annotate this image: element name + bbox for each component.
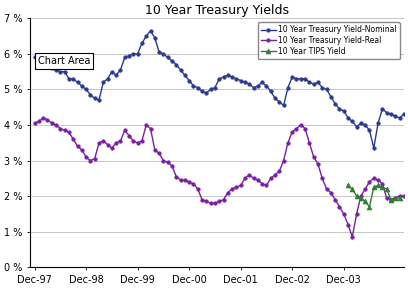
- 10 Year Treasury Yield-Real: [144, 123, 149, 127]
- 10 Year TIPS Yield: [346, 184, 350, 187]
- 10 Year Treasury Yield-Real: [41, 116, 46, 120]
- 10 Year Treasury Yield-Nominal: [140, 42, 144, 45]
- 10 Year Treasury Yield-Nominal: [135, 52, 140, 55]
- Line: 10 Year TIPS Yield: 10 Year TIPS Yield: [346, 183, 402, 209]
- 10 Year Treasury Yield-Nominal: [41, 65, 46, 68]
- 10 Year Treasury Yield-Nominal: [32, 56, 37, 59]
- 10 Year Treasury Yield-Real: [32, 121, 37, 125]
- 10 Year Treasury Yield-Nominal: [148, 29, 153, 32]
- Line: 10 Year Treasury Yield-Real: 10 Year Treasury Yield-Real: [33, 116, 408, 239]
- 10 Year TIPS Yield: [397, 196, 402, 200]
- 10 Year Treasury Yield-Nominal: [328, 95, 333, 98]
- 10 Year TIPS Yield: [363, 200, 368, 203]
- Text: Chart Area: Chart Area: [38, 56, 90, 66]
- 10 Year Treasury Yield-Real: [140, 139, 144, 143]
- 10 Year Treasury Yield-Real: [255, 178, 260, 182]
- 10 Year Treasury Yield-Real: [350, 235, 355, 239]
- 10 Year TIPS Yield: [350, 187, 355, 191]
- Line: 10 Year Treasury Yield-Nominal: 10 Year Treasury Yield-Nominal: [33, 29, 408, 150]
- 10 Year Treasury Yield-Real: [328, 191, 333, 194]
- Title: 10 Year Treasury Yields: 10 Year Treasury Yields: [145, 4, 289, 17]
- 10 Year TIPS Yield: [393, 196, 398, 200]
- 10 Year Treasury Yield-Nominal: [221, 75, 226, 79]
- 10 Year Treasury Yield-Nominal: [255, 84, 260, 88]
- 10 Year Treasury Yield-Nominal: [371, 146, 376, 150]
- 10 Year Treasury Yield-Nominal: [406, 111, 408, 114]
- 10 Year TIPS Yield: [371, 186, 376, 189]
- 10 Year TIPS Yield: [359, 196, 364, 200]
- 10 Year Treasury Yield-Real: [221, 198, 226, 201]
- 10 Year TIPS Yield: [380, 186, 385, 189]
- 10 Year TIPS Yield: [388, 198, 393, 201]
- 10 Year Treasury Yield-Real: [406, 196, 408, 200]
- 10 Year TIPS Yield: [367, 205, 372, 208]
- 10 Year TIPS Yield: [376, 184, 381, 187]
- 10 Year TIPS Yield: [354, 194, 359, 198]
- 10 Year TIPS Yield: [384, 187, 389, 191]
- 10 Year Treasury Yield-Real: [45, 118, 50, 121]
- Legend: 10 Year Treasury Yield-Nominal, 10 Year Treasury Yield-Real, 10 Year TIPS Yield: 10 Year Treasury Yield-Nominal, 10 Year …: [258, 22, 400, 59]
